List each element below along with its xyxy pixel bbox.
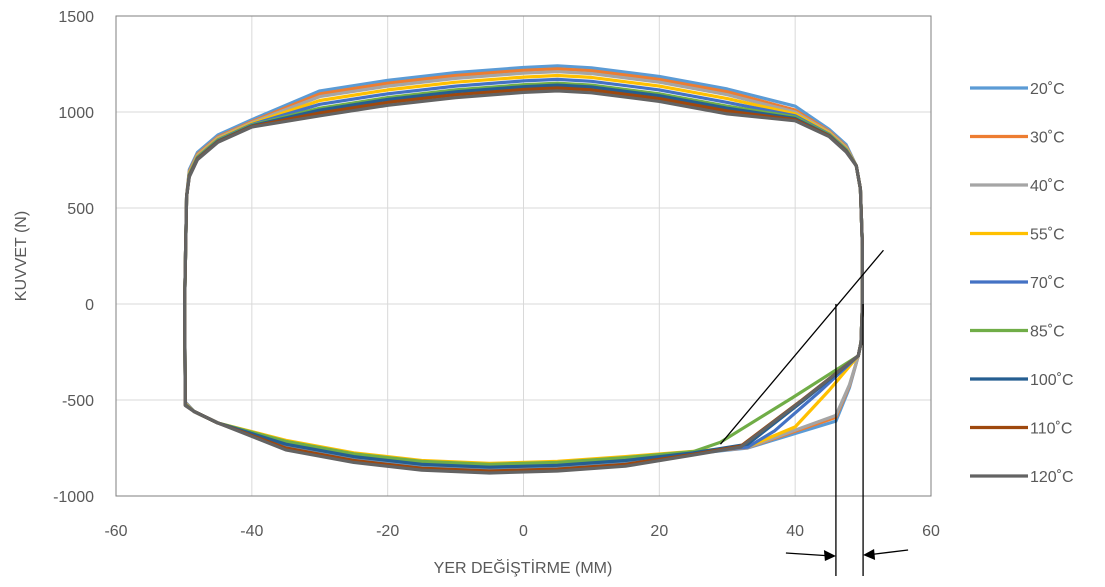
x-tick-label: 60 bbox=[922, 523, 940, 540]
series-line bbox=[183, 89, 864, 475]
legend-label: 70˚C bbox=[1030, 275, 1065, 292]
annotations bbox=[719, 249, 909, 576]
x-tick-label: 20 bbox=[650, 523, 668, 540]
legend-item: 110˚C bbox=[970, 421, 1072, 438]
legend-label: 100˚C bbox=[1030, 372, 1074, 389]
legend-label: 30˚C bbox=[1030, 130, 1065, 147]
y-tick-label: -1000 bbox=[53, 489, 94, 506]
x-tick-label: -60 bbox=[104, 523, 127, 540]
y-axis-title: KUVVET (N) bbox=[13, 211, 30, 301]
plot-area-border bbox=[115, 15, 932, 497]
legend-item: 100˚C bbox=[970, 372, 1074, 389]
arrow-left-head bbox=[863, 549, 876, 560]
x-axis-title: YER DEĞİŞTİRME (MM) bbox=[434, 558, 613, 577]
legend: 20˚C 30˚C 40˚C 55˚C 70˚C 85˚C 100˚C 110˚C 120˚C bbox=[970, 81, 1074, 486]
y-tick-label: 0 bbox=[85, 297, 94, 314]
arrow-right-head bbox=[823, 550, 836, 561]
series-layer bbox=[183, 64, 864, 475]
legend-label: 55˚C bbox=[1030, 227, 1065, 244]
x-tick-label: -40 bbox=[240, 523, 263, 540]
x-tick-label: 0 bbox=[519, 523, 528, 540]
y-tick-label: 500 bbox=[67, 201, 94, 218]
legend-item: 70˚C bbox=[970, 275, 1065, 292]
legend-label: 20˚C bbox=[1030, 81, 1065, 98]
tangent-line bbox=[719, 249, 884, 445]
x-tick-labels: -60 -40 -20 0 20 40 60 bbox=[104, 523, 940, 540]
legend-item: 120˚C bbox=[970, 469, 1074, 486]
arrow-right-shaft bbox=[785, 552, 832, 557]
legend-item: 30˚C bbox=[970, 130, 1065, 147]
x-tick-label: 40 bbox=[786, 523, 804, 540]
y-tick-labels: -1000 -500 0 500 1000 1500 bbox=[53, 9, 94, 506]
y-tick-label: -500 bbox=[62, 393, 94, 410]
legend-item: 40˚C bbox=[970, 178, 1065, 195]
legend-label: 120˚C bbox=[1030, 469, 1074, 486]
legend-item: 20˚C bbox=[970, 81, 1065, 98]
legend-label: 85˚C bbox=[1030, 324, 1065, 341]
y-tick-label: 1000 bbox=[58, 105, 94, 122]
legend-label: 40˚C bbox=[1030, 178, 1065, 195]
legend-label: 110˚C bbox=[1030, 421, 1072, 438]
y-tick-label: 1500 bbox=[58, 9, 94, 26]
legend-item: 55˚C bbox=[970, 227, 1065, 244]
legend-item: 85˚C bbox=[970, 324, 1065, 341]
x-tick-label: -20 bbox=[376, 523, 399, 540]
